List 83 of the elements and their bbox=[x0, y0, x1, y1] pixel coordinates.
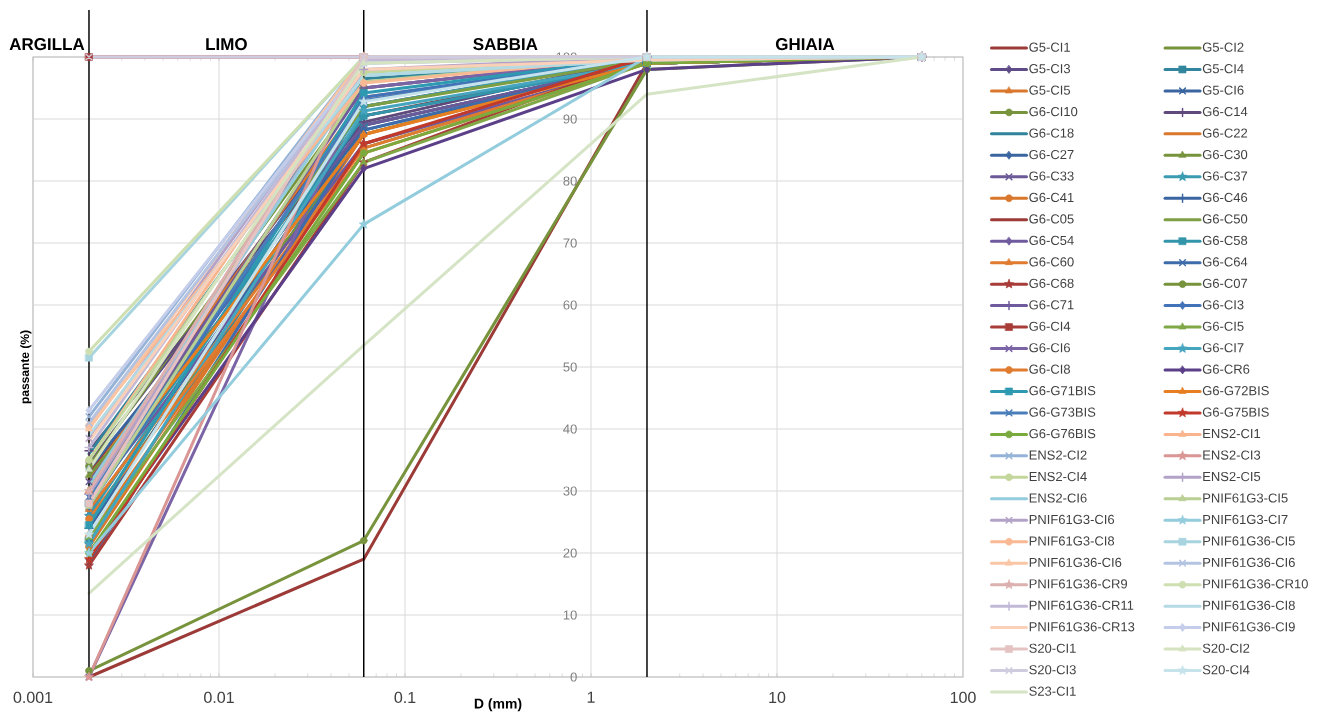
legend-label: ENS2-CI1 bbox=[1203, 428, 1261, 439]
legend-label: G5-CI5 bbox=[1029, 85, 1071, 95]
legend-label: PNIF61G36-CR13 bbox=[1029, 622, 1135, 632]
y-tick-label: 80 bbox=[563, 176, 577, 186]
legend-label: ENS2-CI3 bbox=[1203, 450, 1261, 460]
legend-label: PNIF61G36-CR11 bbox=[1029, 600, 1134, 610]
legend-label: G6-CI10 bbox=[1029, 107, 1078, 117]
legend-label: G6-C58 bbox=[1202, 235, 1248, 245]
text: LIMO bbox=[206, 38, 247, 51]
legend-label: PNIF61G3-CI5 bbox=[1203, 493, 1288, 503]
legend-label: G6-C46 bbox=[1202, 192, 1248, 203]
legend-label: G6-C41 bbox=[1029, 192, 1074, 203]
legend-label: G6-C50 bbox=[1202, 214, 1248, 224]
y-tick-label: 20 bbox=[563, 548, 577, 558]
y-tick-label: 60 bbox=[563, 300, 577, 310]
legend-label: PNIF61G36-CR10 bbox=[1203, 579, 1308, 589]
legend-label: G5-CI4 bbox=[1202, 64, 1244, 74]
text: GHIAIA bbox=[775, 38, 835, 51]
legend-label: G6-C33 bbox=[1029, 171, 1074, 181]
legend-label: PNIF61G36-CI9 bbox=[1203, 622, 1295, 632]
legend-label: G6-G71BIS bbox=[1029, 386, 1096, 396]
legend-label: G5-CI6 bbox=[1202, 85, 1244, 95]
legend-label: ENS2-CI5 bbox=[1203, 471, 1261, 482]
legend-label: G6-C05 bbox=[1029, 214, 1074, 224]
text: ARGILLA bbox=[9, 38, 85, 51]
y-tick-label: 50 bbox=[563, 362, 577, 372]
legend-label: G6-C14 bbox=[1202, 107, 1248, 117]
y-tick-label: 70 bbox=[563, 238, 577, 248]
x-tick-label: 0.001 bbox=[13, 691, 53, 704]
legend-label: S20-CI3 bbox=[1029, 665, 1076, 675]
legend-label: G5-CI2 bbox=[1202, 42, 1244, 52]
legend-label: G5-CI1 bbox=[1029, 42, 1070, 52]
legend-label: G6-C07 bbox=[1202, 278, 1248, 288]
legend-label: G6-C54 bbox=[1029, 235, 1074, 245]
legend-label: S20-CI1 bbox=[1029, 643, 1076, 653]
legend-label: PNIF61G36-CI8 bbox=[1203, 600, 1295, 610]
legend-label: G6-CI5 bbox=[1202, 321, 1244, 331]
text: SABBIA bbox=[473, 38, 538, 51]
x-tick-label: 0.1 bbox=[394, 691, 416, 704]
y-tick-label: 90 bbox=[563, 114, 577, 124]
legend-label: PNIF61G36-CR9 bbox=[1029, 579, 1128, 589]
legend-label: G6-C68 bbox=[1029, 278, 1074, 288]
legend-label: G6-C71 bbox=[1029, 300, 1074, 310]
legend-label: G6-G73BIS bbox=[1029, 407, 1096, 417]
legend-label: G6-CI4 bbox=[1029, 321, 1071, 331]
legend-label: S20-CI4 bbox=[1202, 665, 1250, 675]
legend-label: G5-CI3 bbox=[1029, 64, 1071, 74]
legend-label: PNIF61G36-CI6 bbox=[1203, 557, 1295, 567]
y-tick-label: 0 bbox=[570, 672, 577, 682]
y-tick-label: 10 bbox=[563, 610, 577, 620]
legend-label: G6-CI3 bbox=[1202, 300, 1244, 310]
legend-label: PNIF61G36-CI5 bbox=[1203, 536, 1295, 546]
y-axis-title: passante (%) bbox=[20, 330, 32, 404]
legend-label: S20-CI2 bbox=[1202, 643, 1250, 653]
legend-label: ENS2-CI2 bbox=[1029, 450, 1087, 460]
x-tick-label: 100 bbox=[950, 691, 976, 704]
x-axis-title: D (mm) bbox=[474, 698, 522, 712]
legend-label: G6-G72BIS bbox=[1202, 386, 1269, 396]
legend-label: PNIF61G3-CI8 bbox=[1029, 536, 1115, 546]
x-tick-label: 10 bbox=[769, 691, 786, 704]
legend-label: G6-CI8 bbox=[1029, 364, 1071, 374]
legend-label: ENS2-CI6 bbox=[1029, 493, 1087, 503]
legend-label: G6-CI7 bbox=[1202, 343, 1244, 353]
legend-label: G6-CI6 bbox=[1029, 343, 1071, 353]
legend-label: G6-C37 bbox=[1202, 171, 1248, 181]
legend-label: G6-C60 bbox=[1029, 257, 1074, 267]
legend-label: G6-C18 bbox=[1029, 128, 1074, 138]
legend-label: S23-CI1 bbox=[1029, 686, 1076, 696]
legend-label: G6-C64 bbox=[1202, 257, 1248, 267]
legend-label: G6-C27 bbox=[1029, 149, 1074, 160]
x-tick-label: 1 bbox=[587, 691, 595, 703]
y-tick-label: 30 bbox=[563, 486, 577, 496]
legend-label: G6-CR6 bbox=[1202, 364, 1250, 374]
legend-label: G6-G76BIS bbox=[1029, 428, 1096, 439]
y-tick-label: 40 bbox=[563, 424, 577, 434]
legend-label: ENS2-CI4 bbox=[1029, 471, 1087, 482]
legend-label: G6-C22 bbox=[1202, 128, 1248, 138]
legend-label: G6-C30 bbox=[1202, 149, 1248, 160]
legend-label: PNIF61G3-CI6 bbox=[1029, 514, 1115, 525]
legend-label: PNIF61G3-CI7 bbox=[1203, 514, 1288, 525]
legend-label: PNIF61G36-CI6 bbox=[1029, 557, 1122, 567]
x-tick-label: 0.01 bbox=[204, 691, 234, 704]
legend-label: G6-G75BIS bbox=[1202, 407, 1269, 417]
